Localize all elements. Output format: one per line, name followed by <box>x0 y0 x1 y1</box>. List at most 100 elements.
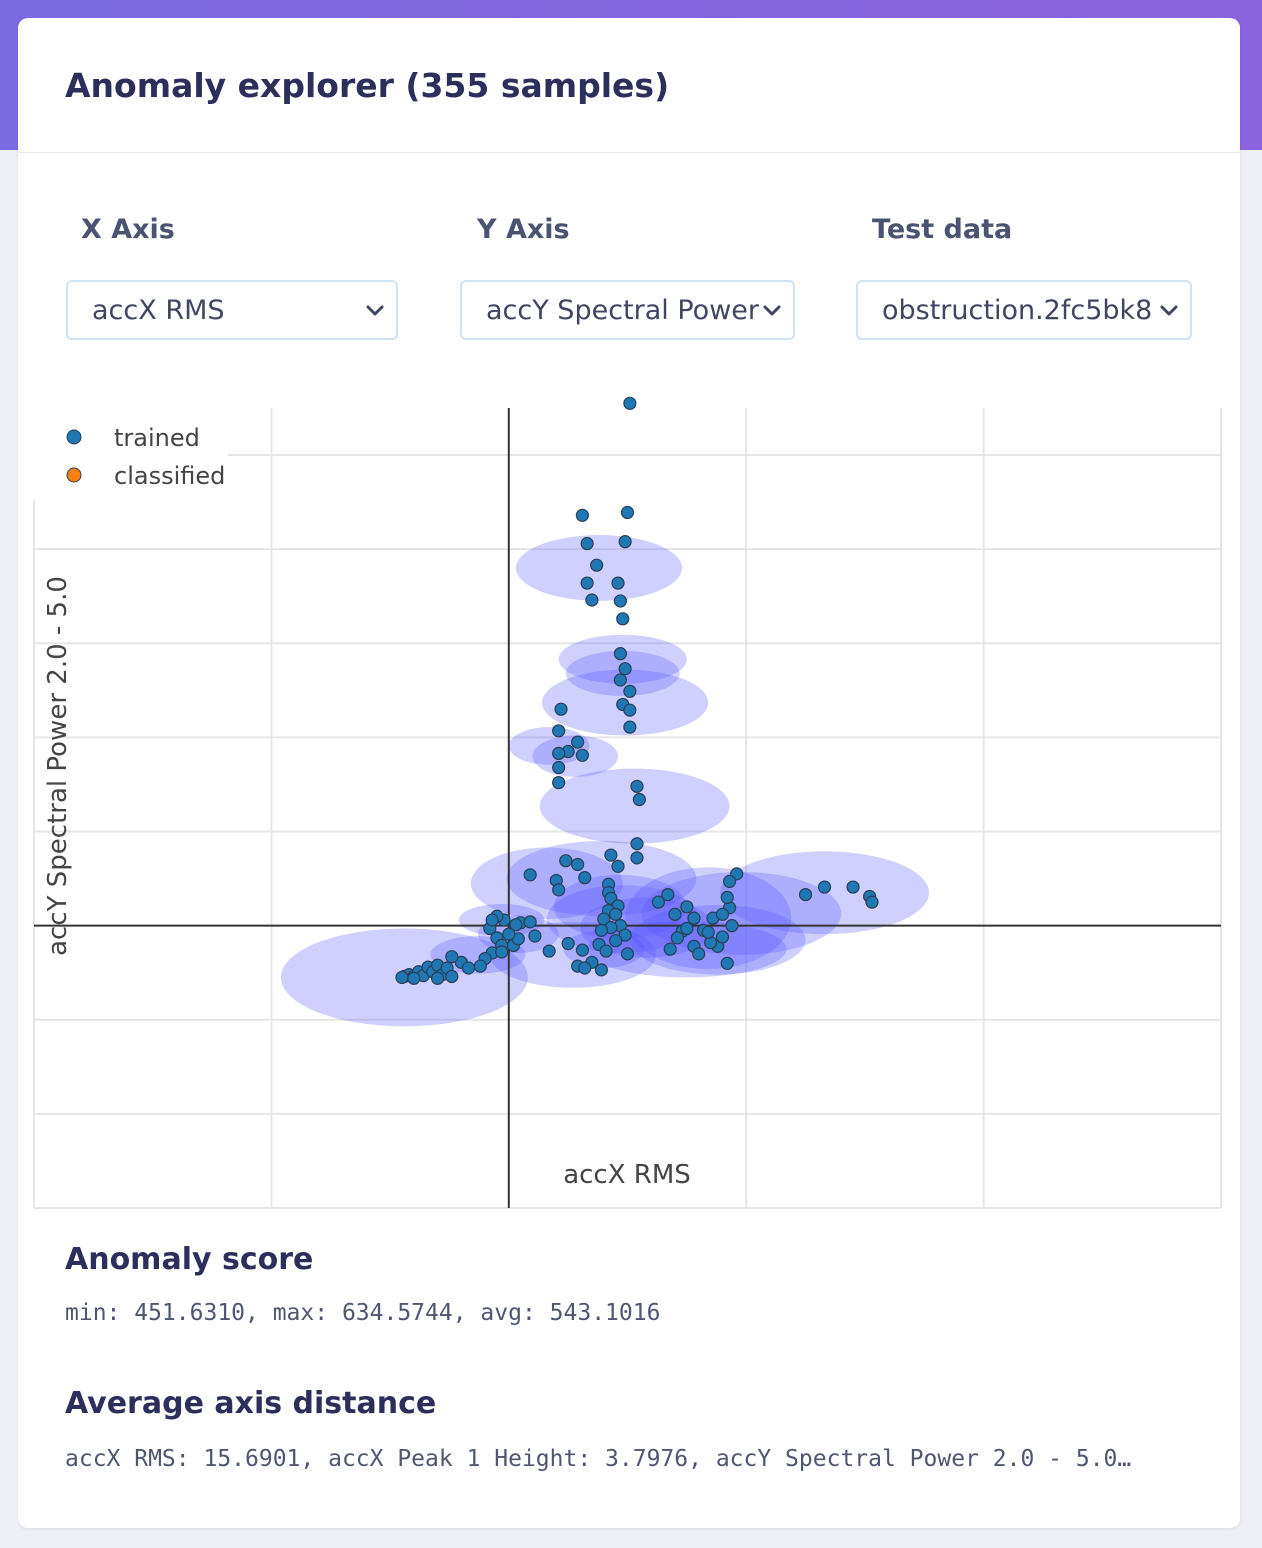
trained-point <box>680 921 694 936</box>
card-title: Anomaly explorer (355 samples) <box>65 66 670 105</box>
trained-point <box>580 576 594 590</box>
trained-point <box>618 535 632 549</box>
trained-point <box>580 536 594 551</box>
trained-point <box>552 746 566 761</box>
trained-point <box>620 947 635 961</box>
trained-point <box>407 971 421 985</box>
trained-point <box>846 880 860 894</box>
cluster-region <box>506 840 697 917</box>
trained-point <box>485 913 499 927</box>
anomaly-explorer-card: Anomaly explorer (355 samples) X Axis Y … <box>18 18 1240 1528</box>
trained-point <box>630 851 644 865</box>
trained-point <box>720 890 734 905</box>
legend-label-classified: classified <box>114 462 225 490</box>
trained-point <box>668 907 682 921</box>
trained-point <box>430 971 445 985</box>
chevron-down-icon <box>366 305 384 316</box>
chevron-down-icon <box>1160 305 1178 316</box>
anomaly-score-values: min: 451.6310, max: 634.5744, avg: 543.1… <box>65 1300 661 1326</box>
trained-point <box>594 923 608 937</box>
trained-point <box>445 950 459 964</box>
trained-point <box>523 868 537 882</box>
trained-point <box>661 887 675 902</box>
trained-point <box>620 505 635 520</box>
chevron-down-icon <box>763 305 781 316</box>
legend-label-trained: trained <box>114 424 200 452</box>
trained-point <box>618 662 632 676</box>
trained-point <box>611 576 625 590</box>
trained-point <box>692 947 706 961</box>
cluster-region <box>641 872 842 955</box>
trained-point <box>725 919 739 933</box>
trained-point <box>523 915 537 929</box>
trained-point <box>552 724 566 738</box>
x-axis-title: accX RMS <box>563 1160 691 1190</box>
trained-point <box>623 720 637 734</box>
trained-point <box>618 928 632 942</box>
trained-point <box>590 558 604 572</box>
trained-point <box>651 895 665 909</box>
trained-point <box>542 944 556 958</box>
trained-point <box>687 911 701 925</box>
legend-background <box>18 390 228 500</box>
x-axis-select[interactable]: accX RMS <box>66 280 398 340</box>
anomaly-score-title: Anomaly score <box>65 1242 314 1277</box>
trained-point <box>611 859 625 873</box>
cluster-region <box>587 920 787 978</box>
trained-point <box>473 959 487 973</box>
trained-point <box>613 673 627 687</box>
trained-point <box>578 961 592 975</box>
test-data-select-value: obstruction.2fc5bk8 <box>882 295 1153 326</box>
trained-point <box>623 396 637 410</box>
card-header <box>18 18 1240 153</box>
trained-point <box>509 918 523 932</box>
trained-point <box>604 848 618 862</box>
trained-point <box>578 871 592 885</box>
trained-point <box>552 883 566 897</box>
y-axis-title: accY Spectral Power 2.0 - 5.0 <box>43 576 73 956</box>
trained-point <box>817 880 832 894</box>
trained-point <box>630 779 644 793</box>
axis-distance-values: accX RMS: 15.6901, accX Peak 1 Height: 3… <box>65 1446 1132 1472</box>
trained-point <box>554 702 568 716</box>
trained-point <box>865 895 879 909</box>
x-axis-label: X Axis <box>81 214 175 245</box>
trained-point <box>632 792 646 807</box>
trained-point <box>575 508 589 522</box>
trained-point <box>715 930 730 944</box>
trained-point <box>594 963 608 977</box>
trained-point <box>552 775 566 790</box>
legend-marker-classified <box>66 467 82 483</box>
trained-point <box>599 944 613 958</box>
trained-point <box>623 684 637 698</box>
trained-point <box>502 927 516 941</box>
trained-point <box>552 760 566 775</box>
x-axis-select-value: accX RMS <box>92 295 225 326</box>
trained-point <box>670 931 684 945</box>
trained-point <box>559 854 573 868</box>
trained-point <box>630 837 644 851</box>
trained-point <box>575 748 589 762</box>
y-axis-select[interactable]: accY Spectral Power <box>460 280 795 340</box>
trained-point <box>616 612 630 626</box>
trained-point <box>445 969 459 984</box>
test-data-select[interactable]: obstruction.2fc5bk8 <box>856 280 1192 340</box>
trained-point <box>701 925 715 939</box>
trained-point <box>663 942 677 956</box>
test-data-label: Test data <box>872 214 1013 245</box>
legend-marker-trained <box>66 429 82 445</box>
trained-point <box>395 970 409 985</box>
y-axis-label: Y Axis <box>477 214 570 245</box>
trained-point <box>528 929 542 943</box>
trained-point <box>613 647 627 661</box>
trained-point <box>609 934 623 948</box>
trained-point <box>461 961 476 975</box>
trained-point <box>715 907 730 921</box>
trained-point <box>722 874 737 889</box>
trained-point <box>575 943 589 957</box>
trained-point <box>680 900 694 914</box>
trained-point <box>571 735 585 749</box>
trained-point <box>571 857 585 872</box>
scatter-chart: trained classified accX RMS accY Spectral… <box>18 390 1240 1210</box>
trained-point <box>585 593 599 607</box>
